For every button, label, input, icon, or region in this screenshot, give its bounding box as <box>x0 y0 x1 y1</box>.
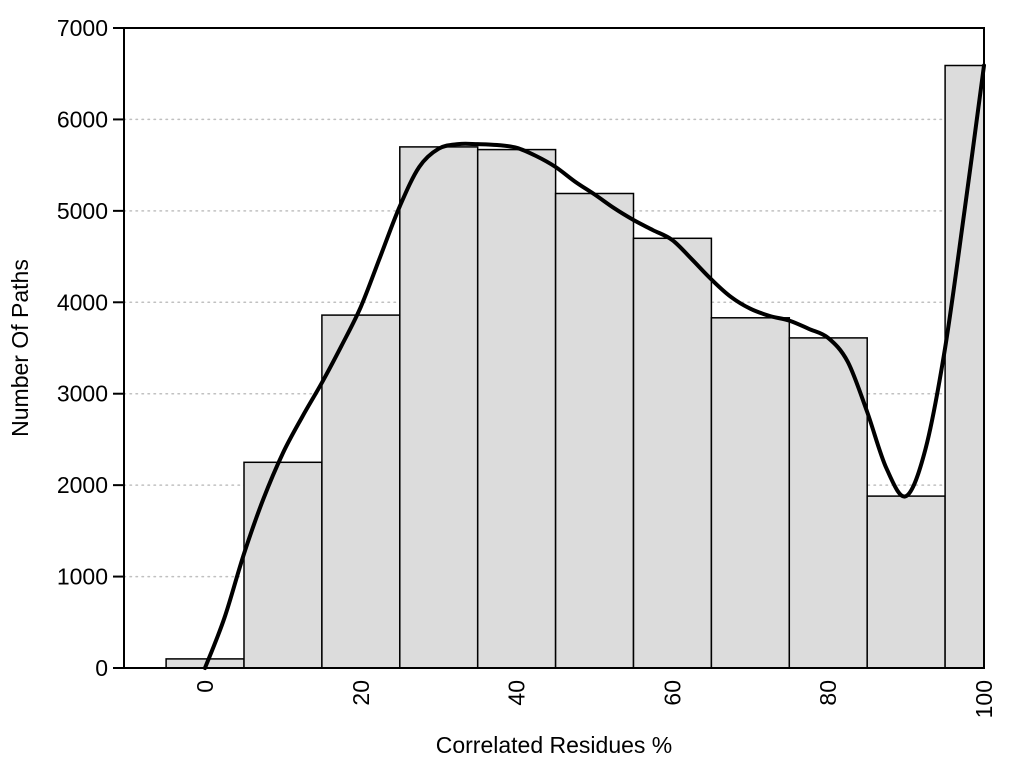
histogram-bar <box>476 148 557 669</box>
histogram-bar <box>632 237 713 669</box>
y-axis-ticks: 0 1000 2000 3000 4000 5000 6000 7000 <box>57 15 124 681</box>
x-tick-label: 60 <box>659 680 685 706</box>
y-axis-title: Number Of Paths <box>7 259 33 437</box>
x-tick-label: 40 <box>504 680 530 706</box>
histogram-bar <box>710 317 791 669</box>
x-tick-label: 100 <box>971 680 997 718</box>
histogram-bar <box>866 495 946 669</box>
x-tick-label: 20 <box>348 680 374 706</box>
histogram-bar <box>321 314 401 669</box>
y-tick-label: 2000 <box>57 472 108 498</box>
y-tick-label: 3000 <box>57 381 108 407</box>
plot-border <box>123 27 985 669</box>
x-tick-label: 80 <box>815 680 841 706</box>
x-tick-label: 0 <box>192 680 218 693</box>
histogram-bar <box>944 64 985 669</box>
density-curve <box>203 63 986 670</box>
histogram-bar <box>554 192 635 669</box>
density-curve-group <box>203 63 986 670</box>
histogram-bar <box>243 461 323 669</box>
x-axis-title: Correlated Residues % <box>436 732 673 758</box>
y-tick-label: 0 <box>95 655 108 681</box>
y-tick-label: 6000 <box>57 106 108 132</box>
y-tick-label: 5000 <box>57 198 108 224</box>
y-tick-label: 4000 <box>57 289 108 315</box>
histogram-bars <box>165 64 985 669</box>
y-tick-label: 7000 <box>57 15 108 41</box>
x-axis-ticks: 0 20 40 60 80 100 <box>192 680 997 718</box>
histogram-bar <box>788 337 868 669</box>
histogram-bar <box>399 146 479 669</box>
y-tick-label: 1000 <box>57 564 108 590</box>
